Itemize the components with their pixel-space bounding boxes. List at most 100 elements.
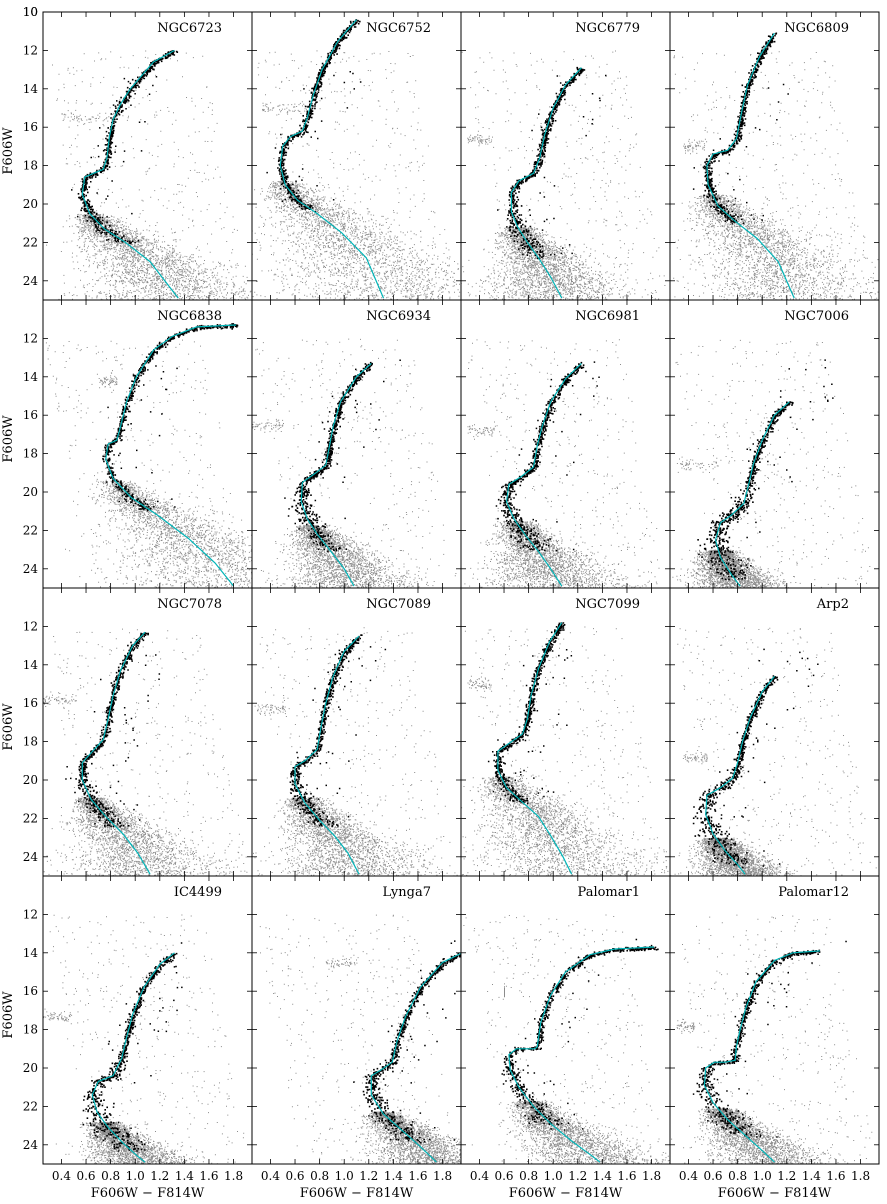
cluster-stars — [353, 940, 493, 1144]
panel-title: NGC7006 — [784, 309, 849, 324]
plot-area — [0, 629, 268, 881]
y-tick-label: 16 — [23, 408, 38, 422]
cmd-panel-palomar12: Palomar12 — [668, 876, 880, 1169]
panel-title: Lynga7 — [383, 885, 431, 900]
x-tick-label: 0.6 — [76, 1169, 95, 1183]
x-tick-label: 1.6 — [826, 1169, 845, 1183]
x-tick-label: 1.2 — [150, 1169, 169, 1183]
panel-title: NGC6981 — [575, 309, 640, 324]
cmd-panel-ngc7089: NGC7089 — [249, 588, 469, 881]
cmd-panel-ngc6934: NGC6934 — [225, 300, 462, 593]
ticks — [670, 300, 879, 588]
cmd-panel-ngc6752: NGC6752 — [196, 12, 531, 305]
cmd-panel-ngc7006: NGC7006 — [669, 300, 879, 593]
ticks — [252, 876, 461, 1164]
ticks — [43, 300, 252, 588]
ticks — [43, 588, 252, 876]
y-tick-label: 10 — [23, 5, 38, 19]
field-stars — [446, 339, 660, 593]
cmd-panel-ngc6779: NGC6779 — [456, 12, 670, 305]
y-tick-label: 16 — [23, 696, 38, 710]
panel-frame — [461, 300, 670, 588]
panel-frame — [43, 300, 252, 588]
plot-area — [260, 915, 545, 1169]
plot-area — [196, 19, 531, 305]
ticks — [43, 876, 252, 1164]
y-tick-label: 14 — [23, 946, 39, 960]
field-stars — [670, 628, 876, 881]
x-tick-label: 1.4 — [593, 1169, 612, 1183]
x-axis-label: F606W − F814W — [509, 1186, 623, 1201]
field-stars — [43, 915, 244, 1169]
panel-title: NGC7099 — [575, 597, 640, 612]
field-stars — [225, 339, 462, 593]
x-tick-label: 0.8 — [519, 1169, 538, 1183]
plot-area — [249, 627, 469, 881]
x-tick-label: 1.8 — [224, 1169, 243, 1183]
panel-frame — [670, 588, 879, 876]
field-stars — [0, 629, 268, 881]
x-tick-label: 1.4 — [175, 1169, 194, 1183]
ticks — [461, 300, 670, 588]
x-tick-label: 0.6 — [703, 1169, 722, 1183]
plot-area — [669, 340, 871, 593]
isochrone-line — [371, 953, 462, 1162]
panel-title: NGC6779 — [575, 21, 640, 36]
panel-title: NGC6809 — [784, 21, 849, 36]
y-tick-label: 12 — [23, 619, 38, 633]
panel-frame — [252, 876, 461, 1164]
plot-area — [458, 915, 694, 1169]
cmd-panel-ngc6809: NGC6809 — [646, 12, 887, 305]
plot-area — [670, 628, 876, 881]
x-tick-label: 0.6 — [285, 1169, 304, 1183]
y-tick-label: 12 — [23, 331, 38, 345]
x-tick-label: 1.6 — [617, 1169, 636, 1183]
panel-title: NGC6723 — [157, 21, 222, 36]
x-tick-label: 1.2 — [568, 1169, 587, 1183]
y-tick-label: 12 — [23, 907, 38, 921]
x-tick-label: 0.8 — [728, 1169, 747, 1183]
ticks — [670, 588, 879, 876]
x-tick-label: 1.6 — [199, 1169, 218, 1183]
panel-title: Arp2 — [816, 597, 849, 612]
y-tick-label: 18 — [23, 1023, 38, 1037]
x-tick-label: 0.4 — [52, 1169, 71, 1183]
y-tick-label: 16 — [23, 120, 38, 134]
y-tick-label: 20 — [23, 197, 38, 211]
y-axis-label: F606W — [1, 703, 16, 751]
cmd-panel-ngc7078: NGC7078 — [0, 588, 268, 881]
panel-frame — [670, 300, 879, 588]
y-axis-label: F606W — [1, 127, 16, 175]
cluster-stars — [83, 942, 183, 1152]
plot-area — [446, 339, 660, 593]
cluster-stars — [497, 67, 607, 259]
x-tick-label: 1.8 — [433, 1169, 452, 1183]
cluster-stars — [65, 632, 160, 827]
x-tick-label: 0.8 — [101, 1169, 120, 1183]
plot-area — [225, 339, 462, 593]
panel-title: NGC7078 — [157, 597, 222, 612]
plot-area — [440, 622, 716, 881]
cmd-panel-ic4499: IC4499 — [43, 876, 252, 1169]
y-tick-label: 14 — [23, 82, 39, 96]
field-stars — [646, 51, 887, 305]
y-tick-label: 14 — [23, 370, 39, 384]
x-tick-label: 0.8 — [310, 1169, 329, 1183]
x-tick-label: 1.8 — [642, 1169, 661, 1183]
cmd-panel-ngc6981: NGC6981 — [446, 300, 670, 593]
plot-area — [43, 915, 244, 1169]
panel-frame — [43, 12, 252, 300]
field-stars — [196, 50, 531, 304]
x-tick-label: 1.4 — [802, 1169, 821, 1183]
field-stars — [46, 340, 383, 593]
y-tick-label: 20 — [23, 485, 38, 499]
y-tick-label: 22 — [23, 235, 38, 249]
isochrone-line — [509, 947, 654, 1162]
cmd-panel-palomar1: Palomar1 — [458, 876, 694, 1169]
y-tick-label: 22 — [23, 811, 38, 825]
x-tick-label: 0.6 — [494, 1169, 513, 1183]
field-stars — [249, 627, 469, 881]
y-tick-label: 20 — [23, 1061, 38, 1075]
